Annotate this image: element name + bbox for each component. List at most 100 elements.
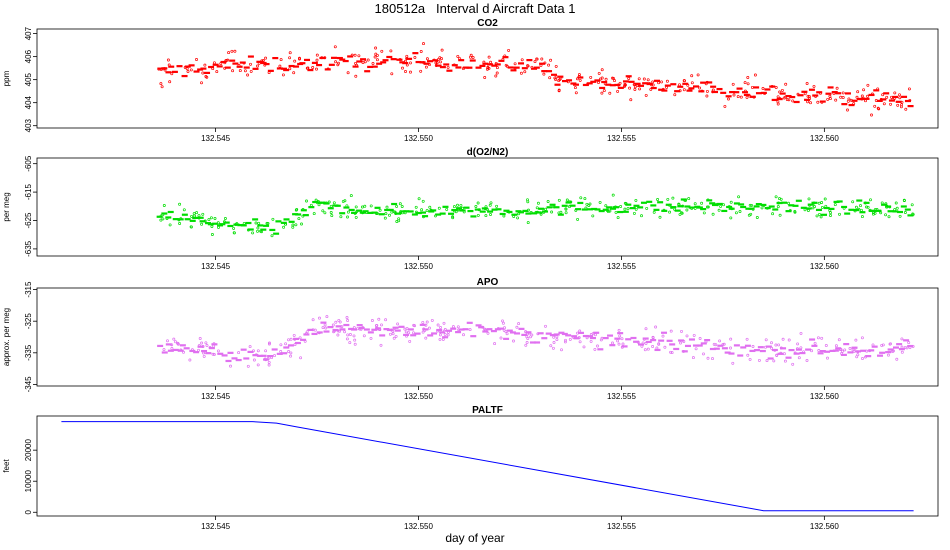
panel-1-data-dash [382, 59, 389, 62]
panel-1-data-dash [599, 86, 606, 90]
panel-2-data-point [866, 205, 870, 209]
panel-2-data-dash [415, 211, 422, 215]
panel-2-data-dash [629, 207, 636, 210]
panel-2-data-point [574, 208, 578, 212]
panel-3-data-point [692, 333, 696, 337]
panel-2-data-point [177, 218, 181, 222]
panel-3-data-dash [482, 330, 489, 333]
panel-2-data-point [305, 199, 308, 203]
panel-3-data-point [669, 329, 673, 333]
panel-2-data-dash [591, 207, 598, 211]
panel-1-data-point [292, 71, 296, 75]
panel-2-data-point [760, 206, 764, 210]
panel-2-data-point [536, 201, 540, 205]
panel-2-data-point [544, 207, 548, 211]
panel-2-data-dash [403, 210, 410, 213]
panel-3-y-label: approx. per meg [2, 308, 11, 366]
panel-2-data-point [209, 216, 213, 220]
panel-1-data-point [168, 80, 172, 84]
panel-1-data-dash [863, 97, 870, 100]
panel-1-data-dash [288, 64, 295, 68]
panel-3-data-dash [753, 349, 760, 352]
panel-2-data-point [195, 211, 199, 215]
panel-2-data-dash [491, 208, 498, 211]
panel-2-data-dash [716, 202, 723, 206]
panel-3-data-dash [518, 327, 525, 330]
panel-1-data-point [413, 56, 417, 59]
panel-2-data-point [259, 229, 263, 233]
panel-2-data-point [851, 200, 855, 204]
panel-3-data-dash [383, 328, 390, 331]
panel-3-data-point [304, 332, 308, 336]
panel-1-data-point [243, 69, 247, 73]
panel-3-data-dash [577, 331, 584, 334]
panel-2-data-point [833, 203, 837, 207]
panel-2-data-point [201, 212, 205, 216]
panel-2-data-point [898, 214, 902, 218]
panel-1-data-dash [570, 82, 577, 85]
panel-3-data-dash [700, 342, 707, 345]
panel-3-data-dash [503, 337, 510, 340]
panel-1-data-dash [216, 65, 223, 68]
panel-3-data-point [654, 325, 658, 329]
panel-3-data-point [197, 344, 201, 348]
panel-1-data-point [203, 63, 207, 67]
panel-2-data-point [750, 203, 754, 207]
panel-3-data-dash [276, 352, 283, 355]
panel-2-data-point [256, 226, 260, 230]
panel-1-data-point [846, 99, 850, 103]
panel-1-data-point [604, 77, 608, 81]
panel-2-data-point [428, 205, 432, 209]
panel-2-data-dash [904, 208, 911, 211]
panel-2-data-point [829, 214, 832, 217]
panel-3-data-dash [573, 337, 580, 340]
panel-3-data-point [422, 327, 426, 331]
panel-2-data-point [489, 201, 493, 205]
panel-3-data-point [881, 343, 885, 347]
panel-3-data-point [388, 332, 392, 336]
panel-2-data-dash [653, 208, 660, 211]
panel-3-data-point [162, 348, 166, 352]
panel-1-data-point [162, 67, 166, 71]
panel-3-data-point [530, 333, 534, 337]
panel-1-data-point [683, 79, 686, 83]
panel-1-data-point [636, 84, 640, 88]
panel-3-data-point [256, 349, 260, 353]
panel-3-data-point [617, 342, 621, 346]
panel-2-data-dash [575, 208, 582, 211]
panel-2-data-point [246, 228, 250, 232]
panel-1-data-dash [646, 82, 653, 86]
panel-2-data-dash [844, 212, 851, 215]
panel-2-data-point [355, 210, 359, 213]
panel-3-data-point [651, 336, 655, 340]
panel-1-data-point [608, 91, 612, 95]
panel-1-data-point [889, 102, 892, 106]
panel-3-data-point [551, 346, 555, 350]
panel-3-data-point [179, 348, 183, 352]
panel-2-data-dash [205, 222, 212, 225]
panel-2-data-dash [606, 206, 613, 209]
panel-2-data-point [640, 214, 643, 218]
panel-3-data-point [289, 351, 293, 355]
panel-2-data-dash [821, 213, 828, 216]
panel-1-data-point [557, 89, 561, 93]
panel-2-data-point [353, 211, 357, 215]
panel-3-data-point [375, 326, 379, 330]
panel-3-data-dash [320, 321, 327, 324]
panel-3-data-dash [339, 328, 346, 331]
panel-2-data-point [823, 197, 827, 201]
panel-1-data-point [227, 51, 231, 55]
panel-2-x-tick-label: 132.545 [201, 262, 230, 271]
panel-2-data-point [161, 213, 165, 217]
panel-1-data-point [828, 97, 832, 101]
panel-1-data-point [257, 61, 261, 65]
panel-2-data-dash [217, 224, 224, 227]
panel-3-data-dash [684, 344, 691, 348]
panel-4-y-tick-label: 10000 [24, 470, 33, 493]
panel-3-data-point [805, 359, 809, 362]
panel-1-data-point [281, 73, 285, 77]
panel-2-data-dash [197, 216, 204, 219]
panel-4-frame [36, 415, 939, 517]
panel-3-data-dash [350, 328, 357, 331]
panel-2-data-point [178, 202, 182, 206]
